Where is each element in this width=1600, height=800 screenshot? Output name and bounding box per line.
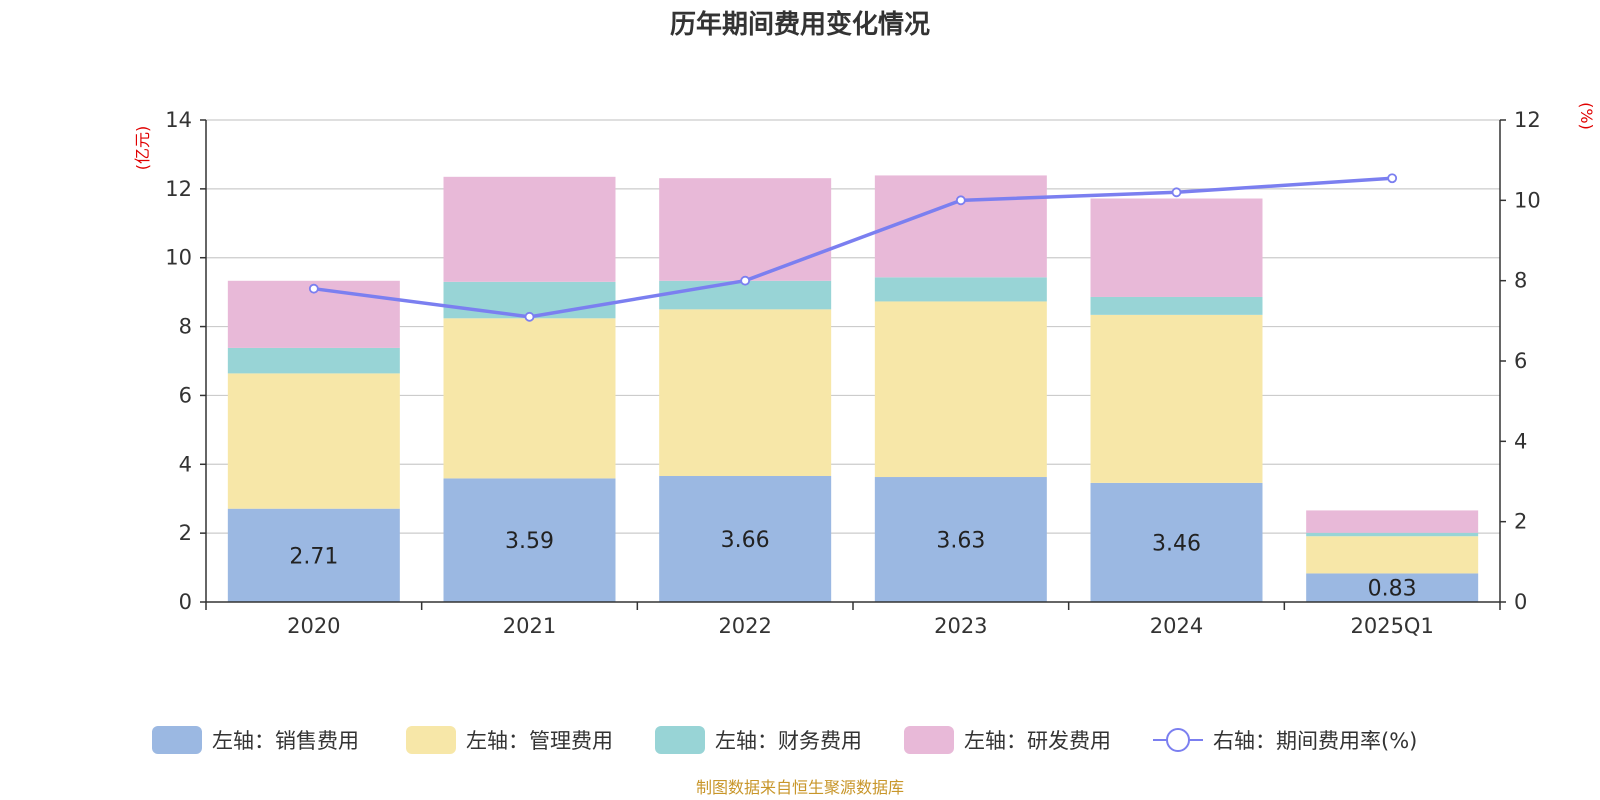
rate-point [1387,173,1398,184]
bar-segment [1090,482,1263,602]
x-tick-label: 2021 [503,614,556,638]
x-tick-label: 2025Q1 [1350,614,1433,638]
bar-segment [1306,510,1479,533]
data-labels: 2.71 3.59 3.66 3.63 3.46 0.83 [289,528,1416,602]
bar-value-label: 3.63 [936,529,985,554]
right-tick-label: 0 [1514,590,1527,614]
legend-swatch [655,726,705,754]
x-tick-label: 2020 [287,614,340,638]
left-tick-label: 12 [165,177,192,201]
bar-value-label: 3.59 [505,529,554,554]
right-tick-label: 4 [1514,429,1527,453]
bar-segment [874,477,1047,602]
bar-segment [659,475,832,602]
bar-segment [874,277,1047,302]
right-axis-unit: (%) [1577,102,1596,130]
bar-segment [443,318,616,479]
axes: 0 2 4 6 8 10 12 14 0 2 4 6 8 10 12 2020 2021 2022 2023 2024… [165,108,1540,638]
rate-point [308,283,319,294]
left-axis-unit: (亿元) [133,126,152,171]
left-tick-label: 2 [179,521,192,545]
legend-label: 左轴：财务费用 [715,729,862,753]
left-tick-label: 8 [179,315,192,339]
bar-value-label: 0.83 [1368,577,1417,602]
rate-line-path [313,176,1393,319]
legend-swatch [904,726,954,754]
bar-segment [227,508,400,602]
bar-segment [1306,573,1479,602]
left-tick-label: 14 [165,108,192,132]
bar-segment [659,309,832,476]
bar-segment [659,178,832,281]
rate-point [740,275,751,286]
right-tick-label: 12 [1514,108,1541,132]
left-tick-label: 10 [165,246,192,270]
rate-point [524,311,535,322]
legend-swatch [406,726,456,754]
x-tick-label: 2022 [718,614,771,638]
left-tick-label: 4 [179,452,192,476]
chart-title: 历年期间费用变化情况 [670,9,930,40]
legend-label: 左轴：研发费用 [964,729,1111,753]
legend-marker-icon [1166,728,1190,752]
bar-segment [874,175,1047,278]
bar-segment [874,301,1047,478]
left-tick-label: 6 [179,383,192,407]
legend-label: 左轴：管理费用 [466,729,613,753]
rate-point [955,195,966,206]
bar-segment [1090,198,1263,297]
x-tick-label: 2024 [1150,614,1203,638]
bar-segment [227,347,400,374]
bar-value-label: 2.71 [289,544,338,569]
rate-line [308,173,1398,322]
right-tick-label: 8 [1514,269,1527,293]
left-tick-label: 0 [179,590,192,614]
bar-segment [443,478,616,602]
legend-swatch [152,726,202,754]
gridlines [206,119,1500,534]
source-note: 制图数据来自恒生聚源数据库 [696,778,904,797]
legend-label: 右轴：期间费用率(%) [1213,729,1417,753]
bar-segment [1306,536,1479,574]
bar-segment [227,373,400,509]
right-tick-label: 10 [1514,188,1541,212]
bar-value-label: 3.66 [721,528,770,553]
bar-value-label: 3.46 [1152,531,1201,556]
legend: 左轴：销售费用 左轴：管理费用 左轴：财务费用 左轴：研发费用 右轴：期间费用率(%) [152,726,1417,754]
bar-segment [1306,532,1479,537]
right-tick-label: 2 [1514,510,1527,534]
bars [227,175,1479,602]
bar-segment [1090,314,1263,483]
bar-segment [443,176,616,282]
legend-label: 左轴：销售费用 [212,729,359,753]
bar-segment [1090,296,1263,315]
x-tick-label: 2023 [934,614,987,638]
rate-point [1171,187,1182,198]
right-tick-label: 6 [1514,349,1527,373]
